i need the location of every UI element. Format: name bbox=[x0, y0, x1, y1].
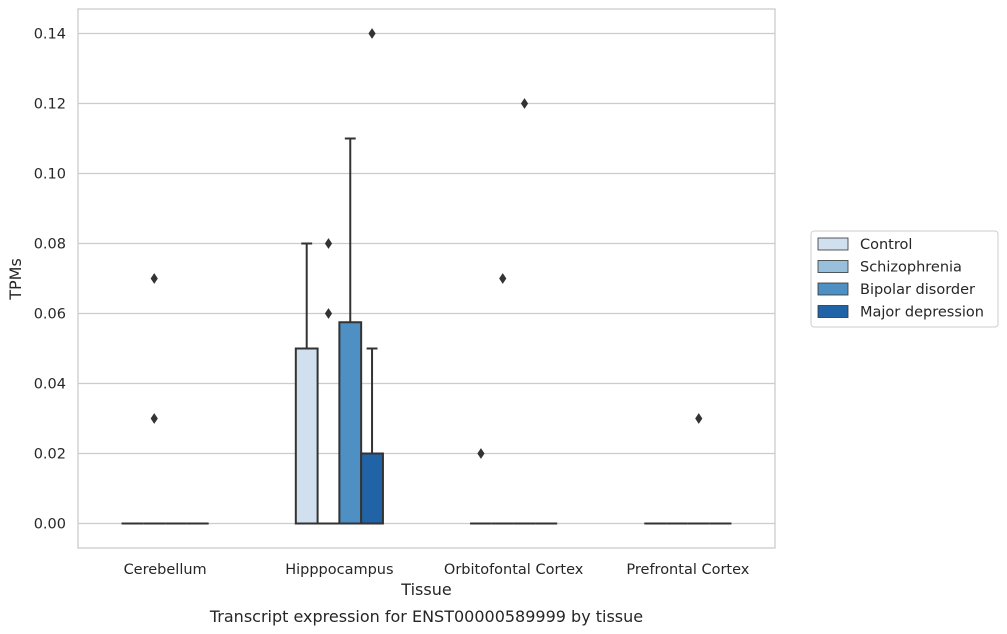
y-tick-label: 0.08 bbox=[34, 237, 66, 253]
outlier-point bbox=[324, 238, 333, 249]
y-tick-label: 0.10 bbox=[34, 167, 66, 183]
y-tick-label: 0.00 bbox=[34, 517, 66, 533]
y-tick-label: 0.02 bbox=[34, 447, 66, 463]
box-schizophrenia bbox=[491, 273, 514, 525]
y-tick-label: 0.12 bbox=[34, 97, 66, 113]
box-body bbox=[294, 347, 319, 525]
chart-caption: Transcript expression for ENST0000058999… bbox=[209, 607, 643, 626]
legend-swatch bbox=[817, 260, 849, 273]
outlier-point bbox=[150, 273, 158, 284]
legend-label: Major depression bbox=[860, 305, 984, 321]
x-tick-label: Cerebellum bbox=[124, 562, 207, 578]
box-body bbox=[338, 321, 363, 525]
x-tick-label: Hipppocampus bbox=[285, 562, 393, 578]
y-tick-label: 0.14 bbox=[34, 27, 66, 43]
plot-area-frame bbox=[77, 8, 776, 549]
legend-label: Schizophrenia bbox=[860, 260, 962, 276]
box-series bbox=[121, 28, 732, 525]
box-bipolar-disorder bbox=[687, 413, 710, 525]
legend-frame bbox=[810, 230, 999, 328]
legend-swatch bbox=[817, 237, 849, 251]
x-axis-title: Tissue bbox=[400, 580, 451, 599]
outlier-point bbox=[324, 308, 333, 319]
legend-swatch bbox=[817, 305, 849, 318]
y-tick-labels: 0.00 0.02 0.04 0.06 0.08 0.10 0.12 0.14 bbox=[34, 27, 66, 533]
outlier-point bbox=[695, 413, 703, 424]
x-tick-label: Prefrontal Cortex bbox=[626, 562, 749, 578]
outlier-point bbox=[499, 273, 507, 284]
box-bipolar-disorder bbox=[513, 98, 536, 525]
legend-label: Control bbox=[860, 237, 912, 253]
y-axis-title: TPMs bbox=[6, 258, 25, 301]
legend: Control Schizophrenia Bipolar disorder Majo… bbox=[810, 230, 999, 328]
box-major-depression bbox=[360, 28, 384, 525]
box-control bbox=[294, 242, 319, 525]
legend-label: Bipolar disorder bbox=[860, 282, 975, 298]
y-tick-label: 0.06 bbox=[34, 307, 66, 323]
outlier-point bbox=[520, 98, 529, 109]
box-control bbox=[470, 448, 492, 525]
legend-swatch bbox=[817, 282, 849, 296]
x-tick-label: Orbitofontal Cortex bbox=[444, 562, 584, 578]
box-body bbox=[360, 452, 384, 525]
grid-lines bbox=[78, 32, 775, 525]
y-tick-label: 0.04 bbox=[34, 377, 66, 393]
box-schizophrenia bbox=[317, 238, 340, 525]
x-tick-labels: Cerebellum Hipppocampus Orbitofontal Corte… bbox=[124, 562, 750, 578]
box-bipolar-disorder bbox=[338, 137, 363, 525]
outlier-point bbox=[477, 448, 485, 459]
outlier-point bbox=[150, 413, 158, 424]
outlier-point bbox=[368, 28, 376, 39]
box-schizophrenia bbox=[143, 273, 166, 525]
